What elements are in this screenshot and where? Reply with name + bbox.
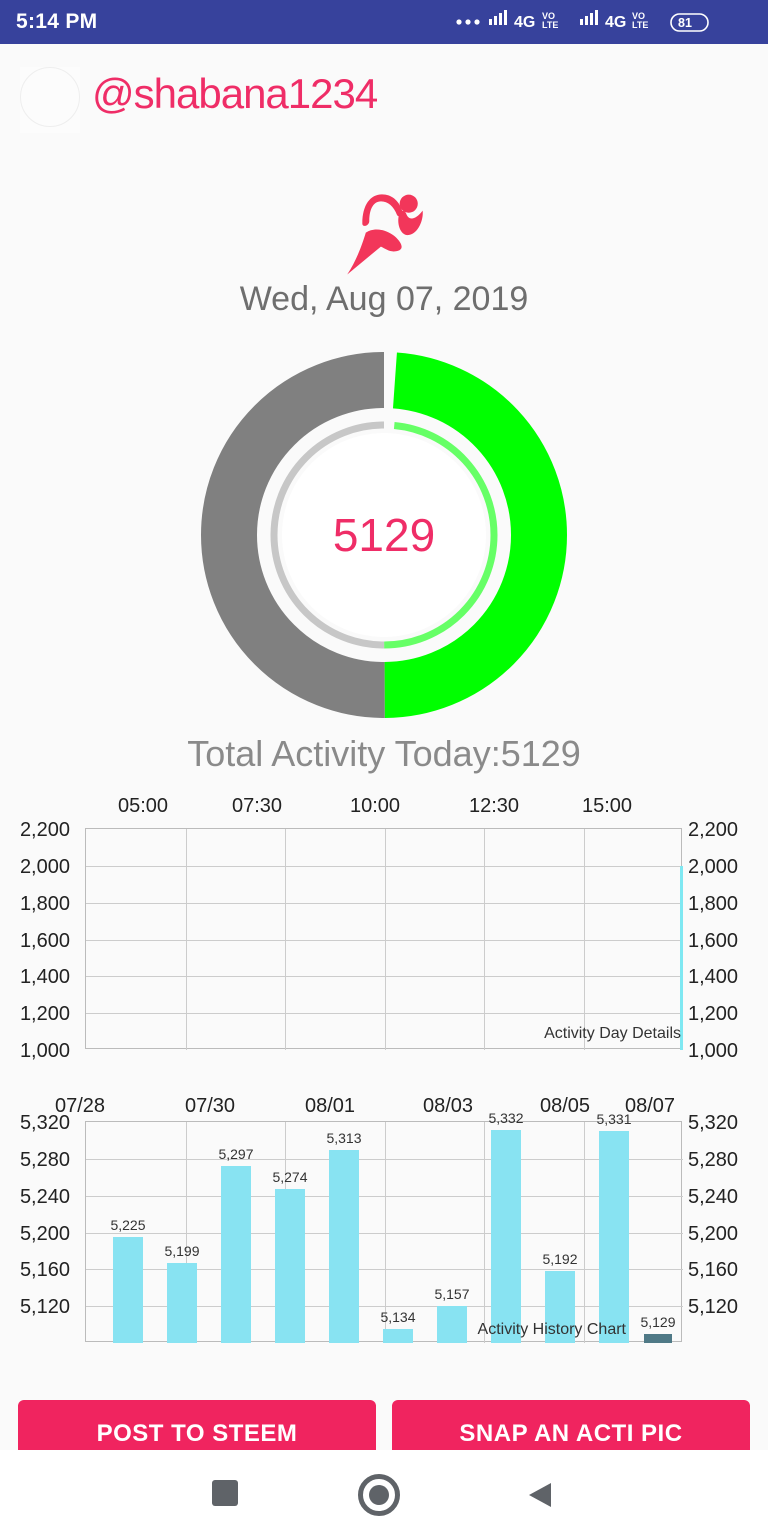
svg-text:5129: 5129 <box>333 509 435 561</box>
svg-text:81: 81 <box>678 16 692 30</box>
svg-text:LTE: LTE <box>542 20 558 30</box>
svg-text:4G: 4G <box>605 14 626 31</box>
svg-text:4G: 4G <box>514 14 535 31</box>
svg-text:LTE: LTE <box>632 20 648 30</box>
